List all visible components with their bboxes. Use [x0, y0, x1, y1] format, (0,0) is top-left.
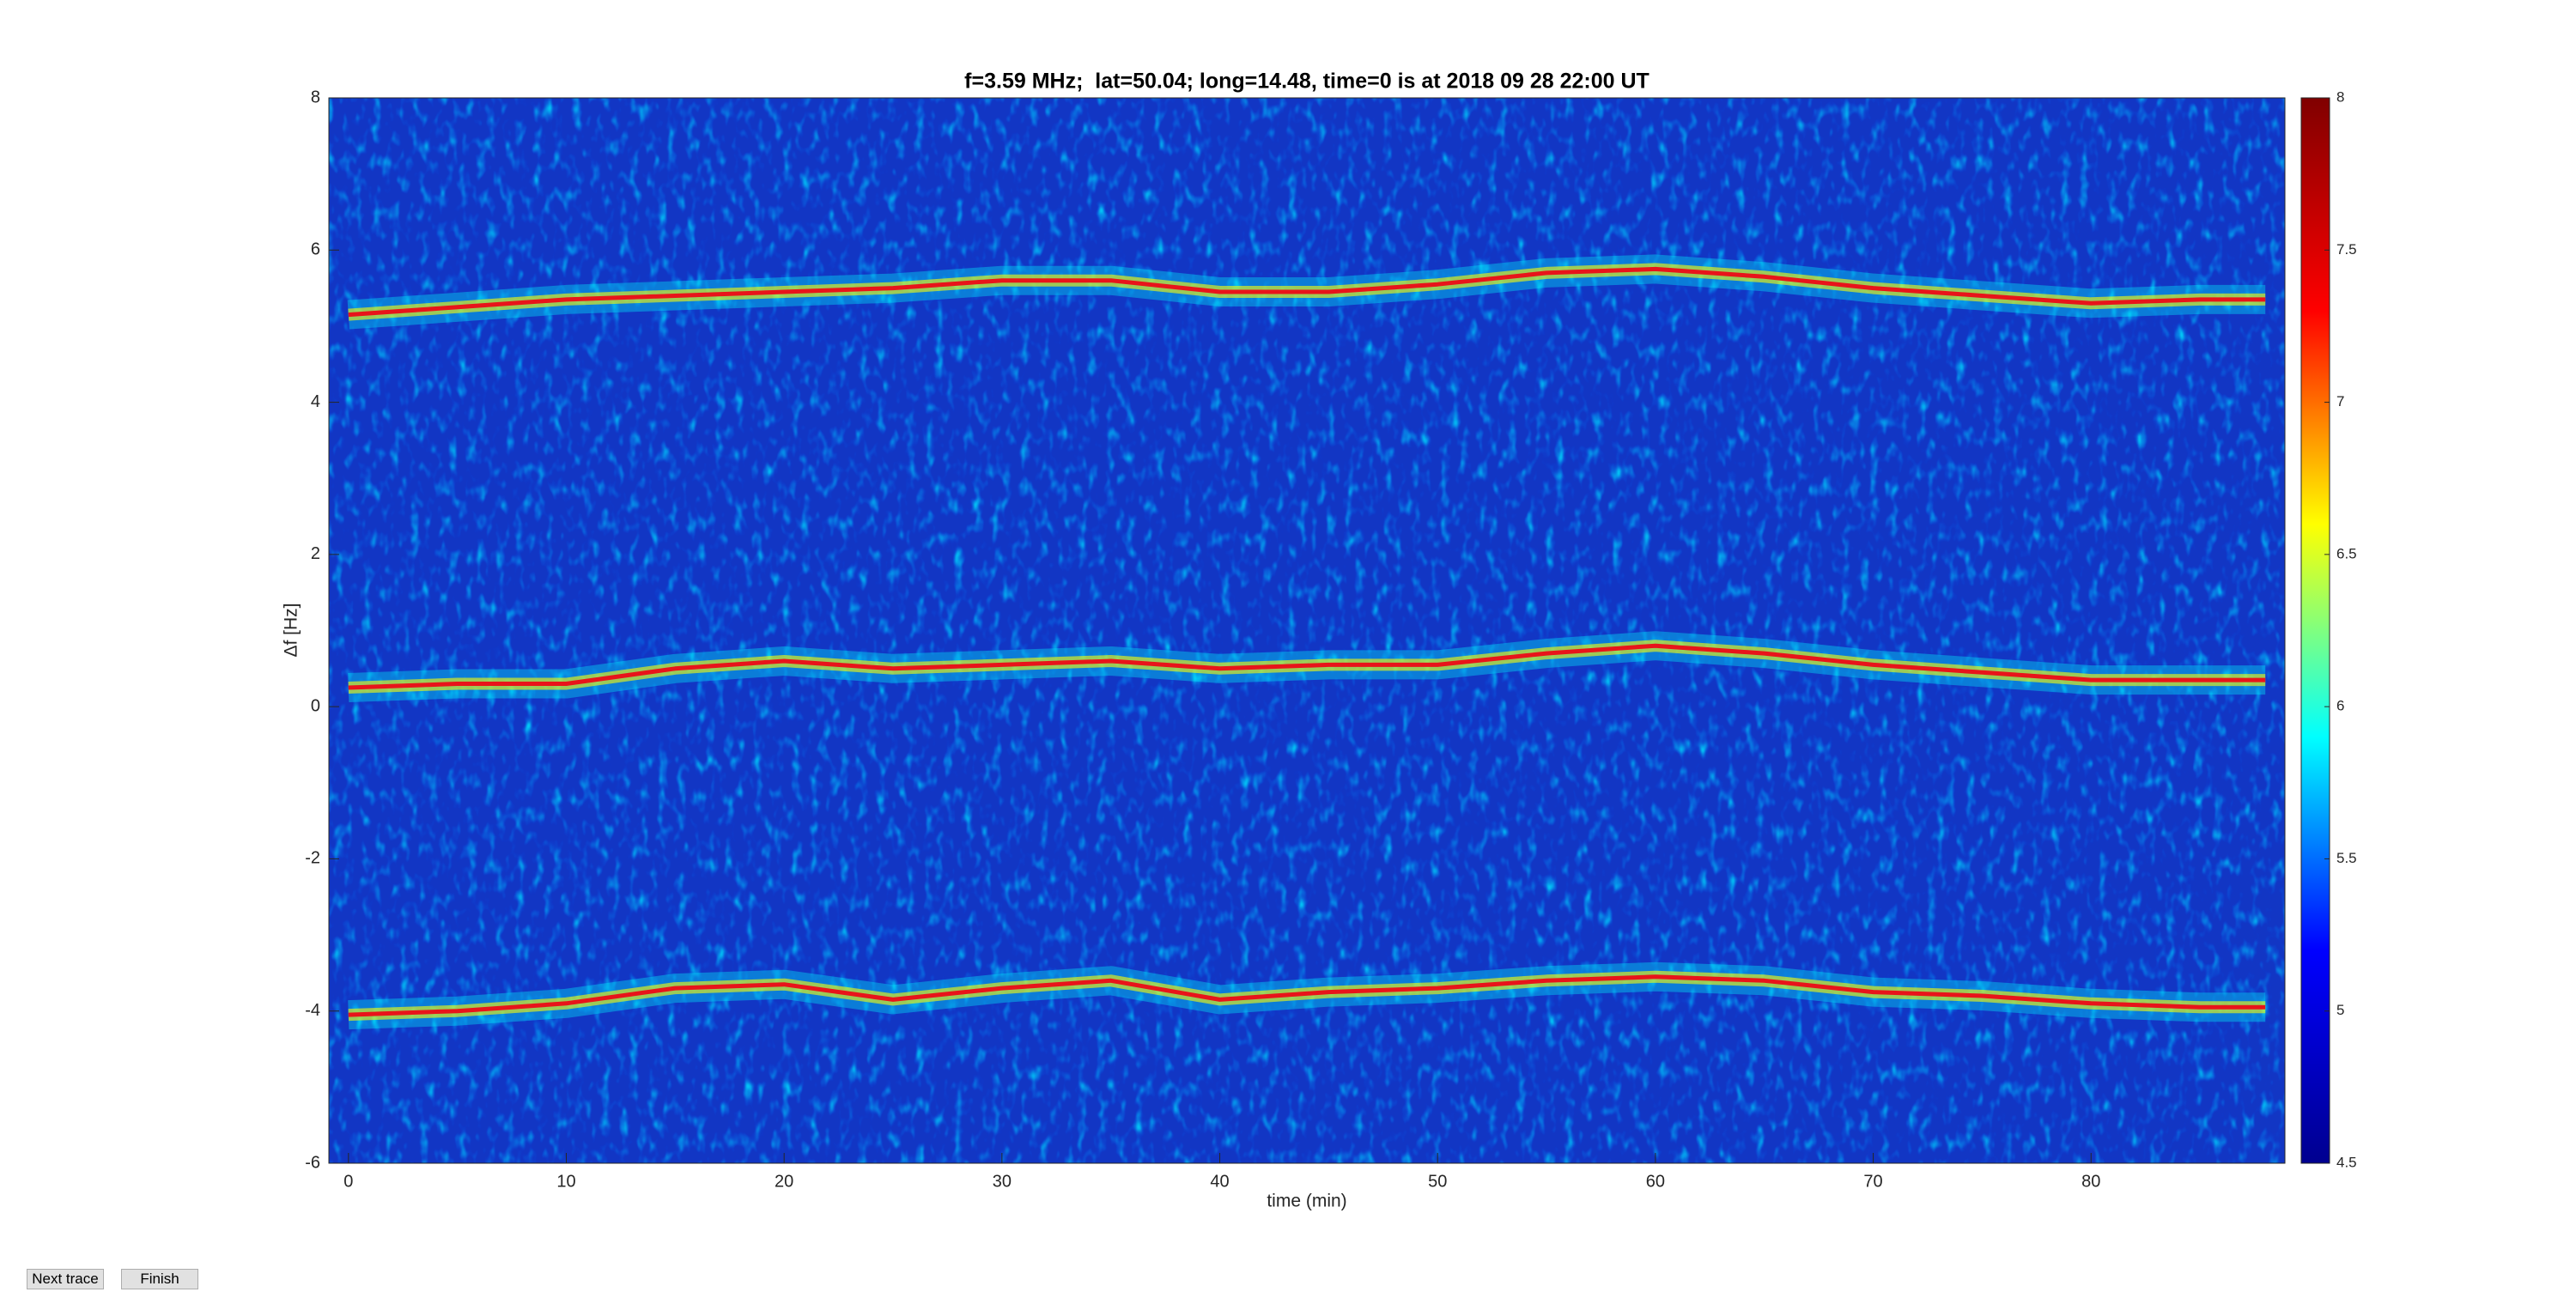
colorbar-tick-label: 6.5 [2336, 545, 2357, 561]
traces [347, 254, 2266, 1030]
x-tick-label: 70 [1863, 1172, 1882, 1191]
x-axis-label: time (min) [1267, 1192, 1346, 1211]
colorbar-tick-label: 5 [2336, 1002, 2344, 1018]
y-tick-label: 4 [311, 392, 320, 411]
x-tick-label: 50 [1428, 1172, 1447, 1191]
x-tick-label: 10 [556, 1172, 575, 1191]
plot-frame [328, 97, 2286, 1164]
colorbar-tick-label: 6 [2336, 698, 2344, 714]
y-tick-label: -4 [305, 1001, 320, 1020]
colorbar-tick-label: 7.5 [2336, 241, 2357, 258]
colorbar [2300, 97, 2330, 1164]
colorbar-tick-label: 7 [2336, 393, 2344, 409]
colorbar-tick-label: 8 [2336, 88, 2344, 105]
y-axis-label: Δf [Hz] [282, 603, 301, 657]
next-trace-button[interactable]: Next trace [27, 1269, 104, 1289]
x-tick-label: 40 [1210, 1172, 1229, 1191]
x-tick-label: 60 [1646, 1172, 1665, 1191]
trace-line [348, 643, 2266, 690]
y-tick-label: -2 [305, 849, 320, 868]
y-tick-label: 8 [311, 88, 320, 106]
colorbar-tick-label: 5.5 [2336, 850, 2357, 866]
x-tick-label: 20 [775, 1172, 793, 1191]
colorbar-tick-label: 4.5 [2336, 1154, 2357, 1170]
y-tick-label: 6 [311, 240, 320, 259]
finish-button[interactable]: Finish [121, 1269, 198, 1289]
x-tick-label: 30 [993, 1172, 1012, 1191]
y-tick-label: -6 [305, 1153, 320, 1172]
trace-line [348, 266, 2266, 318]
chart-title: f=3.59 MHz; lat=50.04; long=14.48, time=… [964, 70, 1649, 94]
trace-line [348, 974, 2266, 1017]
x-tick-label: 0 [343, 1172, 353, 1191]
y-tick-label: 0 [311, 696, 320, 715]
x-tick-label: 80 [2081, 1172, 2100, 1191]
y-tick-label: 2 [311, 544, 320, 563]
